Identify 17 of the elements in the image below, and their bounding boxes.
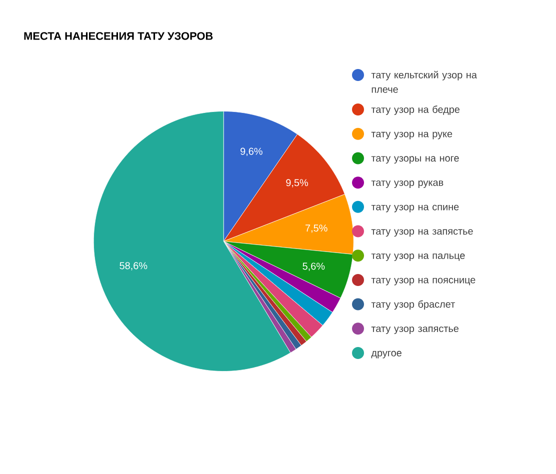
legend-label: тату узор на пояснице (371, 278, 476, 286)
data-label: 7,5% (306, 224, 328, 233)
legend-label: тату узоры на ноге (371, 156, 459, 164)
legend-label: тату узор на бедре (371, 106, 460, 115)
legend-label: тату узор на спине (371, 204, 459, 212)
data-label: 5,6% (302, 262, 325, 271)
legend-label: тату узор браслет (371, 300, 455, 310)
data-label: 9,5% (286, 179, 308, 188)
data-label: 9,6% (240, 148, 262, 156)
legend-label: тату узор рукав (371, 180, 444, 188)
legend-label: тату узор запястье (371, 326, 459, 334)
data-label: 58,6% (120, 262, 148, 270)
legend-label: другое (371, 350, 402, 358)
legend-label: тату узор на пальце (371, 254, 465, 261)
chart-title: МЕСТА НАНЕСЕНИЯ ТАТУ УЗОРОВ (24, 32, 213, 40)
legend-label: тату узор на запястье (371, 229, 473, 237)
legend-label: тату узор на руке (371, 132, 452, 140)
